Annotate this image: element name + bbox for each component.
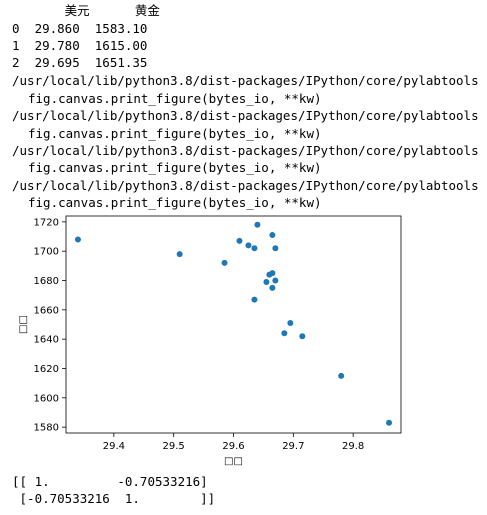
y-tick-label: 1700 <box>34 247 59 258</box>
warning-code: fig.canvas.print_figure(bytes_io, **kw) <box>28 160 322 175</box>
warning-path: /usr/local/lib/python3.8/dist-packages/I… <box>12 178 479 193</box>
warning-code: fig.canvas.print_figure(bytes_io, **kw) <box>28 195 322 210</box>
y-tick-label: 1640 <box>34 335 59 346</box>
scatter-point <box>299 333 306 340</box>
scatter-plot: 29.4 29.5 29.6 29.7 29.8 1580 1600 1620 1640 1660… <box>18 215 402 467</box>
scatter-point <box>221 259 228 266</box>
scatter-point <box>287 320 294 327</box>
plot-axes: 29.4 29.5 29.6 29.7 29.8 1580 1600 1620 1640 1660… <box>34 215 402 452</box>
y-tick-label: 1580 <box>34 423 59 434</box>
scatter-point <box>254 221 261 228</box>
x-tick-label: 29.5 <box>163 441 185 452</box>
plot-frame <box>65 215 402 434</box>
scatter-point <box>269 284 276 291</box>
x-tick-label: 29.8 <box>342 441 364 452</box>
warning-code: fig.canvas.print_figure(bytes_io, **kw) <box>28 126 322 141</box>
warning-code: fig.canvas.print_figure(bytes_io, **kw) <box>28 91 322 106</box>
dataframe-row: 2 29.695 1651.35 <box>12 55 148 70</box>
scatter-point <box>176 251 183 258</box>
warning-path: /usr/local/lib/python3.8/dist-packages/I… <box>12 108 479 123</box>
warning-path: /usr/local/lib/python3.8/dist-packages/I… <box>12 143 479 158</box>
scatter-point <box>251 296 258 303</box>
scatter-point <box>272 245 279 252</box>
scatter-point <box>245 242 252 249</box>
plot-points <box>74 221 393 426</box>
scatter-point <box>74 236 81 243</box>
dataframe-header: 美元 黄金 <box>12 3 160 18</box>
scatter-point <box>269 232 276 239</box>
warning-path: /usr/local/lib/python3.8/dist-packages/I… <box>12 73 479 88</box>
scatter-point <box>236 237 243 244</box>
y-axis-label: □□ <box>18 315 29 334</box>
dataframe-row: 0 29.860 1583.10 <box>12 21 148 36</box>
y-tick-label: 1620 <box>34 364 59 375</box>
scatter-point <box>272 277 279 284</box>
scatter-point <box>386 419 393 426</box>
correlation-line: [-0.70533216 1. ]] <box>12 491 216 506</box>
y-tick-label: 1720 <box>34 217 59 228</box>
x-tick-label: 29.4 <box>103 441 125 452</box>
x-tick-label: 29.7 <box>282 441 304 452</box>
correlation-line: [[ 1. -0.70533216] <box>12 474 208 489</box>
y-tick-label: 1680 <box>34 276 59 287</box>
y-tick-label: 1600 <box>34 393 59 404</box>
y-tick-label: 1660 <box>34 305 59 316</box>
x-axis-label: □□ <box>224 456 243 467</box>
x-tick-label: 29.6 <box>222 441 244 452</box>
dataframe-row: 1 29.780 1615.00 <box>12 38 148 53</box>
scatter-point <box>269 270 276 277</box>
scatter-point <box>251 245 258 252</box>
scatter-point <box>263 278 270 285</box>
scatter-point <box>338 372 345 379</box>
scatter-point <box>281 330 288 337</box>
